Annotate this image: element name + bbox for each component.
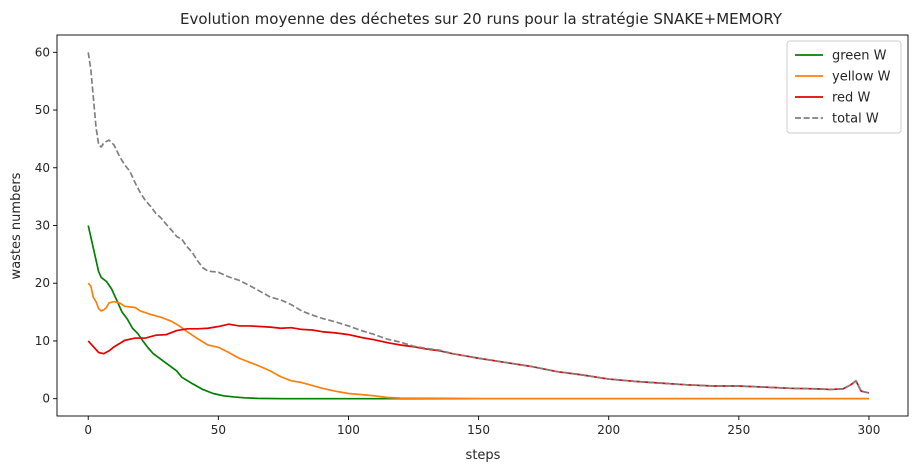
y-axis: 0 10 20 30 40 50 60	[35, 45, 57, 406]
series-line-3	[87, 52, 870, 394]
x-tick-label-2: 100	[337, 423, 360, 437]
legend-label-1: yellow W	[832, 70, 891, 85]
y-tick-label-4: 40	[35, 161, 50, 175]
chart-title: Evolution moyenne des déchetes sur 20 ru…	[180, 10, 783, 28]
y-tick-label-0: 0	[42, 392, 50, 406]
legend-label-2: red W	[832, 91, 870, 106]
x-axis: 0 50 100 150 200 250 300	[84, 416, 880, 437]
x-tick-label-1: 50	[211, 423, 226, 437]
x-tick-label-5: 250	[727, 423, 750, 437]
y-tick-label-2: 20	[35, 276, 50, 290]
legend-label-3: total W	[832, 112, 879, 127]
y-tick-label-1: 10	[35, 334, 50, 348]
y-axis-label: wastes numbers	[9, 172, 24, 279]
legend-box	[786, 40, 902, 134]
x-tick-label-3: 150	[467, 423, 490, 437]
x-tick-label-0: 0	[84, 423, 92, 437]
plot-area	[56, 34, 909, 417]
y-tick-label-3: 30	[35, 219, 50, 233]
x-tick-label-6: 300	[858, 423, 881, 437]
series-line-0	[87, 225, 869, 400]
legend-label-0: green W	[832, 49, 887, 64]
legend: green W yellow W red W total W	[786, 40, 902, 134]
y-tick-label-5: 50	[35, 103, 50, 117]
x-axis-label: steps	[466, 448, 501, 463]
x-tick-label-4: 200	[597, 423, 620, 437]
y-tick-label-6: 60	[35, 45, 50, 59]
series-line-1	[87, 282, 869, 400]
